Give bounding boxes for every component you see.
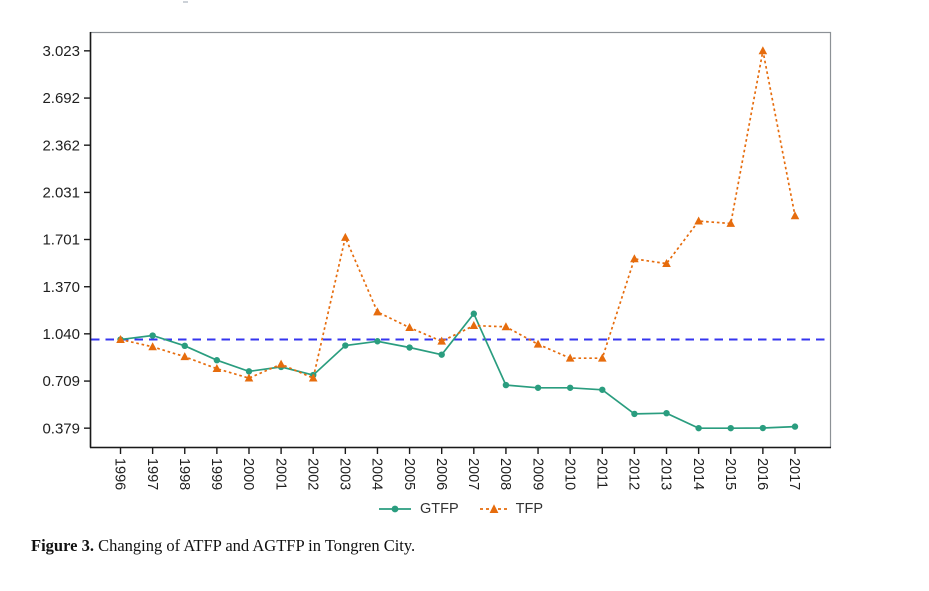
x-tick-label: 2001 xyxy=(272,458,288,490)
series-line-gtfp xyxy=(120,312,796,430)
data-point-tfp xyxy=(501,322,511,331)
y-tick-label: 1.040 xyxy=(42,326,80,343)
x-tick-label: 2017 xyxy=(786,458,802,490)
data-point-gtfp xyxy=(149,332,156,339)
x-tick-label: 2010 xyxy=(561,458,577,490)
x-tick-label: 2006 xyxy=(433,458,449,490)
data-point-tfp xyxy=(758,46,768,55)
y-tick-label: 1.370 xyxy=(42,279,80,296)
x-tick-label: 1999 xyxy=(208,458,224,490)
data-point-tfp xyxy=(469,320,479,329)
data-point-tfp xyxy=(276,359,286,368)
x-tick-label: 2014 xyxy=(690,458,706,490)
data-point-tfp xyxy=(694,216,703,225)
data-point-gtfp xyxy=(470,310,478,317)
data-point-gtfp xyxy=(438,351,445,358)
data-point-gtfp xyxy=(566,384,574,391)
x-tick-label: 1998 xyxy=(176,458,192,490)
x-tick-label: 2013 xyxy=(658,458,674,490)
data-point-tfp xyxy=(341,232,350,241)
y-tick-label: 1.701 xyxy=(42,232,80,249)
legend-item-tfp: TFP xyxy=(479,501,543,517)
x-tick-label: 2005 xyxy=(401,458,417,490)
x-tick-label: 2009 xyxy=(529,458,545,490)
data-point-gtfp xyxy=(213,357,221,364)
data-point-gtfp xyxy=(534,384,542,391)
x-tick-label: 2011 xyxy=(593,458,609,489)
data-point-gtfp xyxy=(245,368,253,375)
series-line-tfp xyxy=(120,50,796,380)
gtfp-line-swatch-icon xyxy=(378,505,411,513)
tfp-line-swatch-icon xyxy=(479,504,508,513)
x-tick-label: 2004 xyxy=(369,458,385,490)
data-point-tfp xyxy=(180,352,190,361)
x-tick-label: 1996 xyxy=(112,458,128,490)
data-point-gtfp xyxy=(759,424,767,432)
y-tick-label: 2.362 xyxy=(42,137,80,154)
data-point-tfp xyxy=(790,211,800,220)
y-tick-label: 3.023 xyxy=(42,43,80,60)
data-point-tfp xyxy=(533,339,543,348)
legend-item-gtfp: GTFP xyxy=(377,501,459,517)
data-point-tfp xyxy=(373,307,382,316)
plot-panel-border xyxy=(89,31,832,449)
data-point-gtfp xyxy=(631,410,638,418)
data-point-tfp xyxy=(630,254,639,263)
data-point-gtfp xyxy=(181,342,188,350)
data-point-gtfp xyxy=(374,338,381,345)
data-point-gtfp xyxy=(695,424,702,432)
chart-legend: GTFP TFP xyxy=(90,501,830,517)
y-tick-label: 2.031 xyxy=(42,185,80,202)
legend-label-gtfp: GTFP xyxy=(419,501,459,517)
x-tick-label: 2007 xyxy=(465,458,481,490)
data-point-tfp xyxy=(565,353,575,362)
data-point-tfp xyxy=(244,373,254,382)
x-tick-label: 2015 xyxy=(722,458,738,490)
x-tick-label: 2012 xyxy=(626,458,642,490)
data-point-tfp xyxy=(212,364,222,373)
data-point-tfp xyxy=(308,373,318,382)
y-tick-label: 0.709 xyxy=(42,373,80,390)
x-tick-label: 2003 xyxy=(337,458,353,490)
y-tick-label: 0.379 xyxy=(42,420,80,437)
data-point-tfp xyxy=(116,334,125,343)
figure-caption: Figure 3. Changing of ATFP and AGTFP in … xyxy=(31,536,901,556)
y-tick-label: 2.692 xyxy=(42,90,80,107)
data-point-tfp xyxy=(437,336,446,345)
data-point-gtfp xyxy=(342,342,349,349)
data-point-gtfp xyxy=(663,409,670,417)
x-tick-label: 2000 xyxy=(240,458,256,490)
data-point-gtfp xyxy=(502,381,510,389)
data-point-tfp xyxy=(148,342,157,351)
figure-caption-text: Changing of ATFP and AGTFP in Tongren Ci… xyxy=(98,536,416,555)
data-point-tfp xyxy=(662,259,671,268)
legend-label-tfp: TFP xyxy=(515,501,544,517)
line-chart: 0.379 0.709 1.040 1.370 1.701 2.031 2.362 2.692… xyxy=(42,31,832,490)
x-tick-label: 2016 xyxy=(754,458,770,490)
figure-caption-label: Figure 3. xyxy=(31,536,94,555)
data-point-gtfp xyxy=(727,424,734,432)
x-tick-label: 1997 xyxy=(144,458,160,490)
page-artifact xyxy=(183,1,188,3)
data-point-tfp xyxy=(405,322,414,331)
data-point-gtfp xyxy=(406,344,413,351)
x-tick-label: 2008 xyxy=(497,458,513,490)
data-point-gtfp xyxy=(791,423,799,430)
data-point-tfp xyxy=(726,218,736,227)
x-tick-label: 2002 xyxy=(304,458,320,490)
data-point-gtfp xyxy=(599,386,606,393)
data-point-tfp xyxy=(597,353,607,362)
